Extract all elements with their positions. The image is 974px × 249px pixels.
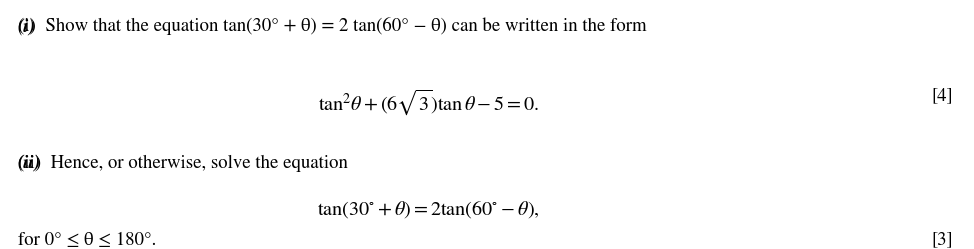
Text: (i): (i) <box>18 17 35 35</box>
Text: $\tan^{2}\!\theta + (6\sqrt{3})\tan\theta - 5 = 0.$: $\tan^{2}\!\theta + (6\sqrt{3})\tan\thet… <box>318 87 539 117</box>
Text: [3]: [3] <box>931 232 953 249</box>
Text: [4]: [4] <box>931 87 953 104</box>
Text: $\tan(30^{\circ} + \theta) = 2\tan(60^{\circ} - \theta),$: $\tan(30^{\circ} + \theta) = 2\tan(60^{\… <box>318 199 540 220</box>
Text: (ii): (ii) <box>18 154 41 172</box>
Text: (i)  Show that the equation tan(30° + θ) = 2 tan(60° − θ) can be written in the : (i) Show that the equation tan(30° + θ) … <box>18 17 646 35</box>
Text: (ii)  Hence, or otherwise, solve the equation: (ii) Hence, or otherwise, solve the equa… <box>18 154 348 172</box>
Text: for 0° ≤ θ ≤ 180°.: for 0° ≤ θ ≤ 180°. <box>18 232 156 249</box>
